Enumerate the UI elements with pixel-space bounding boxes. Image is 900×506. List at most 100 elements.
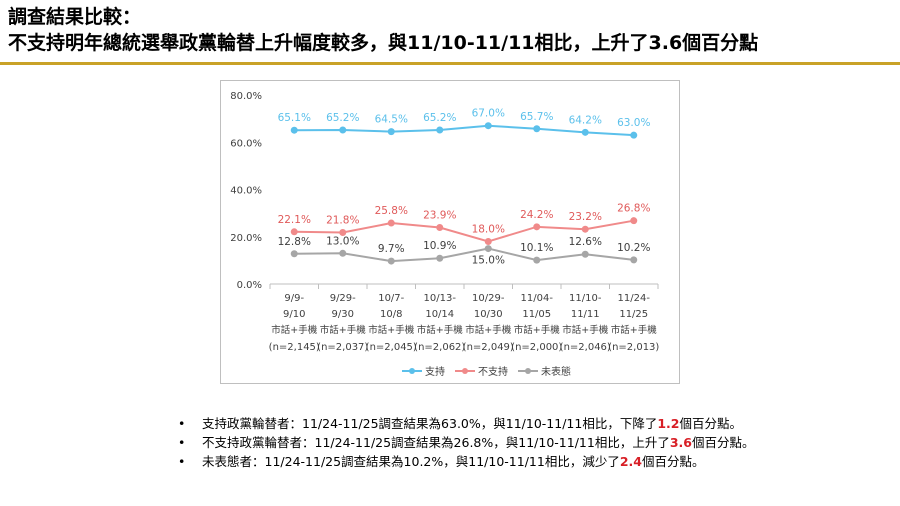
x-tick-label: 市話+手機: [417, 324, 463, 336]
series-point-2: [581, 250, 589, 258]
x-tick-label: 11/05: [522, 309, 551, 320]
x-tick-label: 10/29-: [472, 293, 505, 304]
x-tick-label: 市話+手機: [465, 324, 511, 336]
data-label-2: 10.9%: [423, 240, 456, 252]
legend-label-2: 未表態: [541, 365, 571, 378]
data-label-1: 23.9%: [423, 210, 456, 222]
data-label-2: 15.0%: [472, 255, 505, 267]
legend-marker-0: [409, 368, 415, 374]
data-label-0: 67.0%: [472, 108, 505, 120]
x-tick-label: 11/04-: [521, 293, 554, 304]
slide-header: 調查結果比較： 不支持明年總統選舉政黨輪替上升幅度較多，與11/10-11/11…: [8, 4, 892, 56]
x-tick-label: 10/13-: [424, 293, 457, 304]
x-tick-label: 11/24-: [618, 293, 651, 304]
series-point-2: [436, 254, 444, 262]
series-point-2: [290, 250, 298, 258]
data-label-2: 13.0%: [326, 235, 359, 247]
series-point-0: [630, 131, 638, 139]
series-point-2: [339, 249, 347, 257]
data-label-0: 65.2%: [423, 112, 456, 124]
series-line-1: [294, 219, 634, 243]
data-label-0: 64.2%: [569, 114, 602, 126]
x-tick-label: (n=2,062): [414, 342, 465, 353]
y-tick-label: 20.0%: [230, 233, 262, 244]
x-tick-label: 市話+手機: [562, 324, 608, 336]
data-label-0: 64.5%: [375, 114, 408, 126]
y-tick-label: 40.0%: [230, 186, 262, 197]
bullet-highlight: 3.6: [669, 435, 692, 450]
data-label-1: 18.0%: [472, 223, 505, 235]
series-point-1: [533, 223, 541, 231]
series-point-0: [339, 126, 347, 134]
bullet-text: 不支持政黨輪替者：11/24-11/25調查結果為26.8%，與11/10-11…: [202, 435, 670, 450]
x-tick-label: 市話+手機: [514, 324, 560, 336]
series-point-0: [387, 128, 395, 136]
bullet-suffix: 個百分點。: [641, 454, 705, 469]
data-label-0: 65.2%: [326, 112, 359, 124]
x-tick-label: 11/11: [571, 309, 600, 320]
bullet-list: • 支持政黨輪替者：11/24-11/25調查結果為63.0%，與11/10-11…: [178, 414, 878, 471]
x-tick-label: (n=2,145): [269, 342, 320, 353]
data-label-1: 21.8%: [326, 214, 359, 226]
x-tick-label: 11/10-: [569, 293, 602, 304]
data-label-1: 23.2%: [569, 211, 602, 223]
data-label-1: 26.8%: [617, 203, 650, 215]
x-tick-label: 10/7-: [378, 293, 404, 304]
x-tick-label: 9/30: [332, 309, 354, 320]
x-tick-label: (n=2,037): [317, 342, 368, 353]
data-label-2: 12.8%: [278, 236, 311, 248]
bullet-marker: •: [178, 416, 186, 431]
bullet-item: • 不支持政黨輪替者：11/24-11/25調查結果為26.8%，與11/10-1…: [178, 433, 878, 452]
series-point-0: [581, 128, 589, 136]
bullet-marker: •: [178, 435, 186, 450]
data-label-2: 12.6%: [569, 236, 602, 248]
x-tick-label: 市話+手機: [368, 324, 414, 336]
bullet-text: 支持政黨輪替者：11/24-11/25調查結果為63.0%，與11/10-11/…: [202, 416, 658, 431]
data-label-1: 25.8%: [375, 205, 408, 217]
data-label-1: 24.2%: [520, 209, 553, 221]
series-point-2: [387, 257, 395, 265]
x-tick-label: 市話+手機: [611, 324, 657, 336]
title-underline: [0, 62, 900, 65]
series-point-2: [630, 256, 638, 264]
series-line-2: [294, 247, 634, 263]
legend-label-1: 不支持: [478, 365, 508, 378]
series-point-1: [581, 225, 589, 233]
data-label-2: 9.7%: [378, 243, 405, 255]
data-label-1: 22.1%: [278, 214, 311, 226]
bullet-suffix: 個百分點。: [679, 416, 742, 431]
legend-label-0: 支持: [425, 365, 445, 378]
y-tick-label: 60.0%: [230, 138, 262, 149]
bullet-item: • 未表態者：11/24-11/25調查結果為10.2%，與11/10-11/11…: [178, 452, 878, 471]
data-label-0: 65.1%: [278, 112, 311, 124]
legend-marker-1: [462, 368, 468, 374]
x-tick-label: 10/8: [380, 309, 402, 320]
series-point-1: [290, 228, 298, 236]
bullet-highlight: 2.4: [619, 454, 642, 469]
x-tick-label: (n=2,000): [511, 342, 562, 353]
data-label-2: 10.1%: [520, 242, 553, 254]
bullet-highlight: 1.2: [657, 416, 680, 431]
slide-title-line1: 調查結果比較：: [8, 6, 142, 28]
x-tick-label: 9/10: [283, 309, 305, 320]
series-point-1: [339, 228, 347, 236]
bullet-text: 未表態者：11/24-11/25調查結果為10.2%，與11/10-11/11相…: [202, 454, 620, 469]
series-point-0: [533, 125, 541, 133]
chart-frame: [220, 80, 680, 384]
x-tick-label: (n=2,045): [366, 342, 417, 353]
series-point-1: [387, 219, 395, 227]
series-point-0: [484, 122, 492, 130]
bullet-marker: •: [178, 454, 186, 469]
x-tick-label: 市話+手機: [320, 324, 366, 336]
series-point-2: [533, 256, 541, 264]
x-tick-label: 9/29-: [330, 293, 356, 304]
y-tick-label: 80.0%: [230, 91, 262, 102]
series-point-1: [630, 217, 638, 225]
slide-title-line2: 不支持明年總統選舉政黨輪替上升幅度較多，與11/10-11/11相比，上升了3.…: [8, 32, 759, 54]
series-point-0: [290, 126, 298, 134]
y-tick-label: 0.0%: [237, 280, 262, 291]
data-label-2: 10.2%: [617, 242, 650, 254]
series-line-0: [294, 124, 634, 137]
series-point-0: [436, 126, 444, 134]
